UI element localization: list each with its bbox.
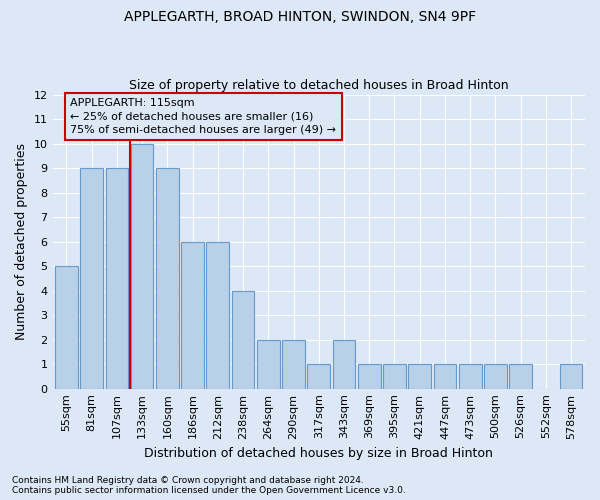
Bar <box>206 242 229 388</box>
Text: APPLEGARTH, BROAD HINTON, SWINDON, SN4 9PF: APPLEGARTH, BROAD HINTON, SWINDON, SN4 9… <box>124 10 476 24</box>
Bar <box>232 290 254 388</box>
Bar <box>181 242 204 388</box>
Bar <box>459 364 482 388</box>
Bar <box>131 144 154 388</box>
Text: Contains HM Land Registry data © Crown copyright and database right 2024.
Contai: Contains HM Land Registry data © Crown c… <box>12 476 406 495</box>
Text: APPLEGARTH: 115sqm
← 25% of detached houses are smaller (16)
75% of semi-detache: APPLEGARTH: 115sqm ← 25% of detached hou… <box>70 98 336 134</box>
Bar <box>80 168 103 388</box>
Bar <box>307 364 330 388</box>
Bar <box>484 364 507 388</box>
Title: Size of property relative to detached houses in Broad Hinton: Size of property relative to detached ho… <box>129 79 509 92</box>
Bar <box>509 364 532 388</box>
X-axis label: Distribution of detached houses by size in Broad Hinton: Distribution of detached houses by size … <box>145 447 493 460</box>
Bar <box>257 340 280 388</box>
Bar <box>358 364 380 388</box>
Bar <box>156 168 179 388</box>
Bar <box>332 340 355 388</box>
Bar <box>560 364 583 388</box>
Bar <box>409 364 431 388</box>
Bar <box>434 364 457 388</box>
Bar <box>383 364 406 388</box>
Y-axis label: Number of detached properties: Number of detached properties <box>15 143 28 340</box>
Bar <box>282 340 305 388</box>
Bar <box>106 168 128 388</box>
Bar <box>55 266 78 388</box>
